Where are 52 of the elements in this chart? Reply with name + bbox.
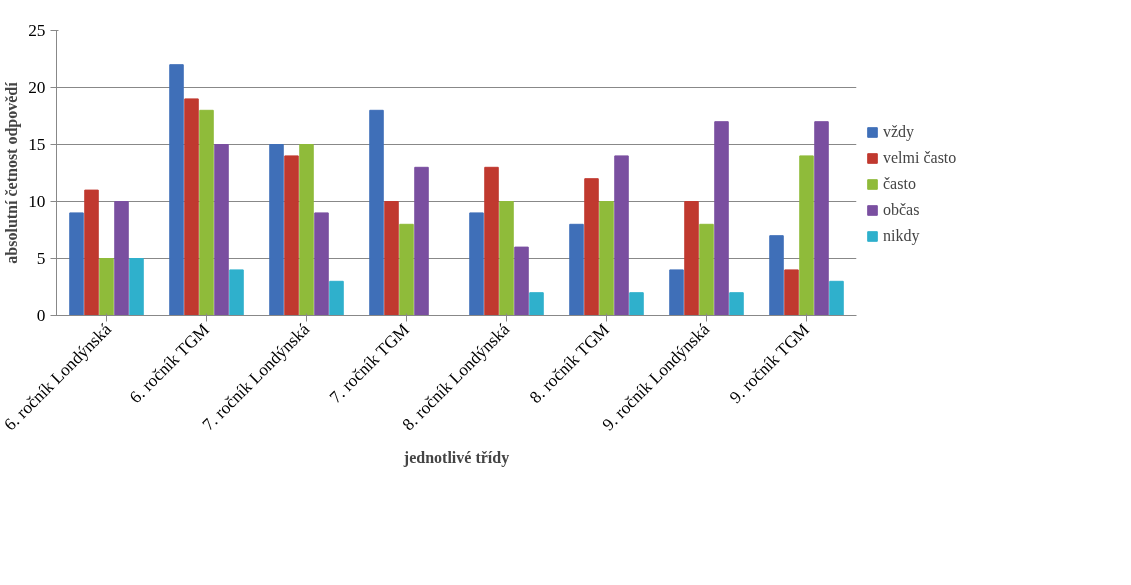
bar [714, 121, 729, 316]
bar [829, 280, 844, 316]
bar [99, 258, 114, 316]
bar [369, 109, 384, 316]
y-tick-label: 25 [28, 21, 46, 40]
y-axis-title: absolutní četnost odpovědí [3, 81, 22, 264]
bar [114, 201, 129, 316]
bar [299, 144, 314, 316]
bar [129, 258, 144, 316]
bar [84, 189, 99, 316]
bar [214, 144, 229, 316]
bar [499, 201, 514, 316]
y-tick-label: 5 [36, 249, 46, 268]
bar [684, 201, 699, 316]
bar [199, 109, 214, 316]
bar [769, 235, 784, 316]
bar [229, 269, 244, 316]
bar [729, 292, 744, 316]
legend-label: často [883, 175, 916, 193]
bar [484, 166, 499, 316]
legend-label: nikdy [883, 227, 920, 245]
bar [414, 166, 429, 316]
y-tick-label: 10 [28, 192, 46, 211]
bar [669, 269, 684, 316]
bar [384, 201, 399, 316]
bar [614, 155, 629, 316]
bar [514, 246, 529, 316]
bar [469, 212, 484, 316]
bar [269, 144, 284, 316]
bar [314, 212, 329, 316]
bar [784, 269, 799, 316]
bar [169, 64, 184, 316]
y-tick-label: 20 [28, 78, 46, 97]
bar [399, 223, 414, 316]
y-tick-label: 0 [36, 306, 46, 325]
bar [184, 98, 199, 316]
legend-label: vždy [883, 123, 915, 141]
bar [529, 292, 544, 316]
legend-label: občas [883, 201, 920, 219]
bar [569, 223, 584, 316]
bar [69, 212, 84, 316]
bar [284, 155, 299, 316]
y-tick-label: 15 [28, 135, 46, 154]
bar [584, 178, 599, 316]
x-axis-title: jednotlivé třídy [402, 449, 510, 467]
legend-label: velmi často [883, 149, 957, 167]
bar [599, 201, 614, 316]
bar [799, 155, 814, 316]
bar [814, 121, 829, 316]
bar [629, 292, 644, 316]
bar [329, 280, 344, 316]
bar [699, 223, 714, 316]
